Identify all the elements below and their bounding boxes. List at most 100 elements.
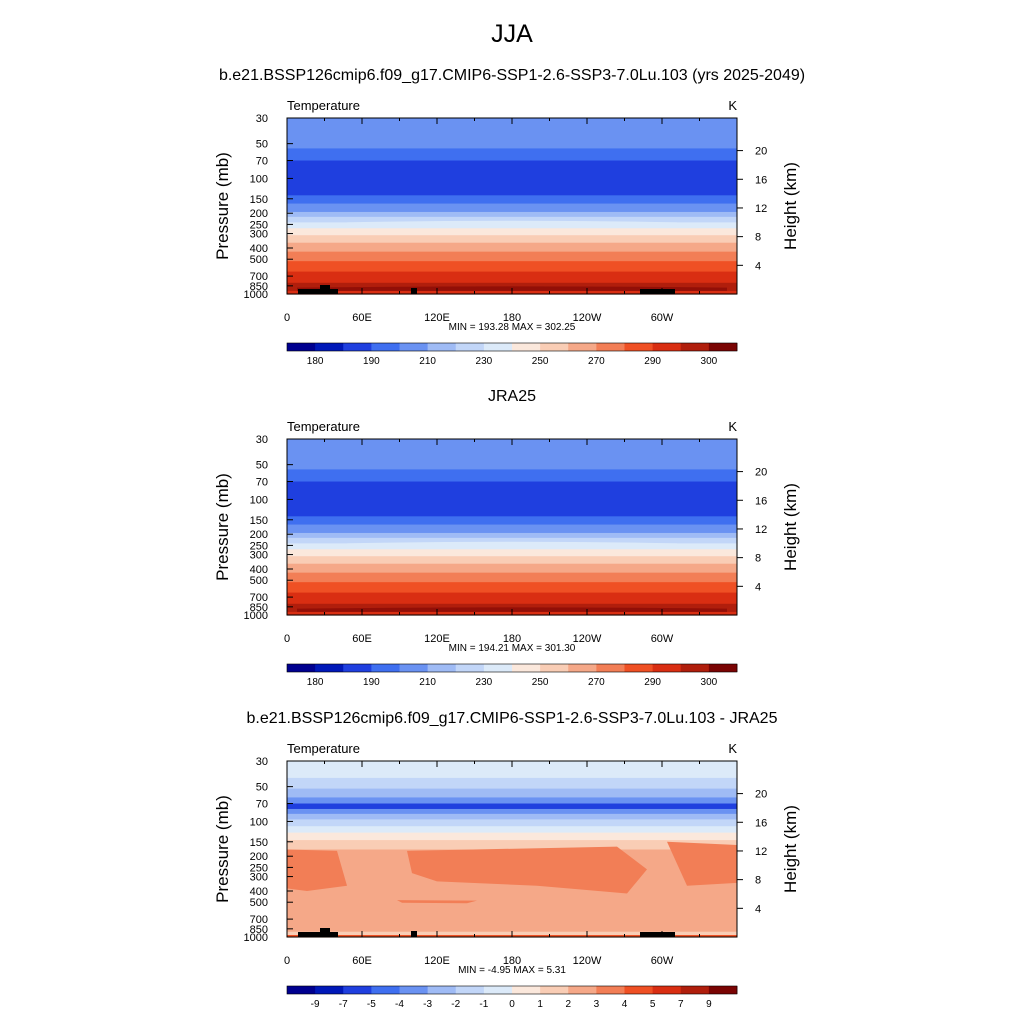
colorbar-swatch [371,986,400,994]
x-tick-label: 120W [573,633,602,645]
y-tick-label: 1000 [244,610,268,622]
y-axis-right-title: Height (km) [781,805,800,893]
x-tick-label: 180 [503,312,521,324]
colorbar-label: 190 [363,677,380,688]
figure-title: JJA [491,20,533,48]
colorbar-swatch [568,664,597,672]
colorbar-frame [286,342,738,352]
colorbar-swatch [455,664,485,672]
colorbar-swatch [399,986,429,994]
panel-left-label: Temperature [287,98,360,113]
colorbar-swatch [483,986,513,994]
colorbar-label: 230 [476,677,493,688]
colorbar-label: 0 [509,999,515,1010]
panel-right-label: K [728,419,737,434]
field-band [287,582,737,594]
y-right-tick-label: 16 [755,174,767,186]
colorbar-label: 190 [363,356,380,367]
field-band [287,271,737,284]
field-band [287,592,737,605]
field-band [287,261,737,273]
y-tick-label: 850 [250,924,268,936]
y-tick-label: 100 [250,816,268,828]
field-band [287,129,737,150]
field-band [287,556,737,565]
panel-title: b.e21.BSSP126cmip6.f09_g17.CMIP6-SSP1-2.… [219,67,805,84]
field-band [287,813,737,820]
colorbar-swatch [399,664,429,672]
y-axis-right-title: Height (km) [781,483,800,571]
panel-left-label: Temperature [287,419,360,434]
y-tick-label: 30 [256,756,268,768]
field-band [287,797,737,805]
topography [411,931,417,937]
y-tick-label: 50 [256,460,268,472]
y-axis-title: Pressure (mb) [213,473,232,581]
field-band [287,832,737,841]
colorbar-swatch [540,343,569,351]
colorbar-label: 270 [588,677,605,688]
field-band [287,228,737,236]
colorbar-swatch [708,986,738,994]
warm-anomaly-region [667,841,737,886]
y-axis-title: Pressure (mb) [213,795,232,903]
panel-left-label: Temperature [287,741,360,756]
x-tick-label: 0 [284,633,290,645]
field-band [287,803,737,810]
y-tick-label: 400 [250,886,268,898]
field-band [287,543,737,550]
field-band [287,826,737,834]
field-band [287,235,737,244]
colorbar-label: -5 [367,999,376,1010]
warm-anomaly-region [407,846,647,894]
topography [320,285,330,294]
y-tick-label: 1000 [244,932,268,944]
y-tick-label: 250 [250,862,268,874]
min-max-label: MIN = 193.28 MAX = 302.25 [449,322,576,333]
y-tick-label: 150 [250,837,268,849]
colorbar-swatch [512,986,541,994]
colorbar-label: 250 [532,356,549,367]
y-tick-label: 70 [256,799,268,811]
field-band [287,777,737,790]
colorbar-label: 230 [476,356,493,367]
colorbar-label: 290 [644,356,661,367]
field-band [287,211,737,218]
x-tick-label: 60E [352,633,372,645]
y-tick-label: 300 [250,550,268,562]
colorbar-label: 4 [622,999,628,1010]
colorbar-swatch [483,664,513,672]
y-right-tick-label: 4 [755,903,761,915]
colorbar-swatch [427,343,457,351]
x-tick-label: 0 [284,312,290,324]
x-tick-label: 120W [573,955,602,967]
x-tick-label: 0 [284,955,290,967]
colorbar-swatch [512,343,541,351]
x-tick-label: 60W [651,633,674,645]
x-tick-label: 120E [424,955,450,967]
colorbar-label: 300 [701,677,718,688]
colorbar-label: 2 [565,999,571,1010]
field-band [287,819,737,827]
y-right-tick-label: 12 [755,846,767,858]
field-band [287,481,737,517]
y-tick-label: 400 [250,243,268,255]
y-axis-title: Pressure (mb) [213,152,232,260]
y-tick-label: 700 [250,271,268,283]
y-right-tick-label: 8 [755,875,761,887]
field-band [287,524,737,534]
y-tick-label: 250 [250,540,268,552]
colorbar-swatch [624,343,654,351]
y-tick-label: 100 [250,494,268,506]
colorbar-swatch [287,664,316,672]
colorbar-swatch [652,986,682,994]
y-tick-label: 500 [250,254,268,266]
colorbar-label: 5 [650,999,656,1010]
min-max-label: MIN = 194.21 MAX = 301.30 [449,643,576,654]
colorbar-swatch [652,664,682,672]
colorbar-swatch [371,664,400,672]
colorbar-swatch [708,343,738,351]
y-tick-label: 850 [250,602,268,614]
field-band [287,761,737,779]
y-tick-label: 150 [250,194,268,206]
